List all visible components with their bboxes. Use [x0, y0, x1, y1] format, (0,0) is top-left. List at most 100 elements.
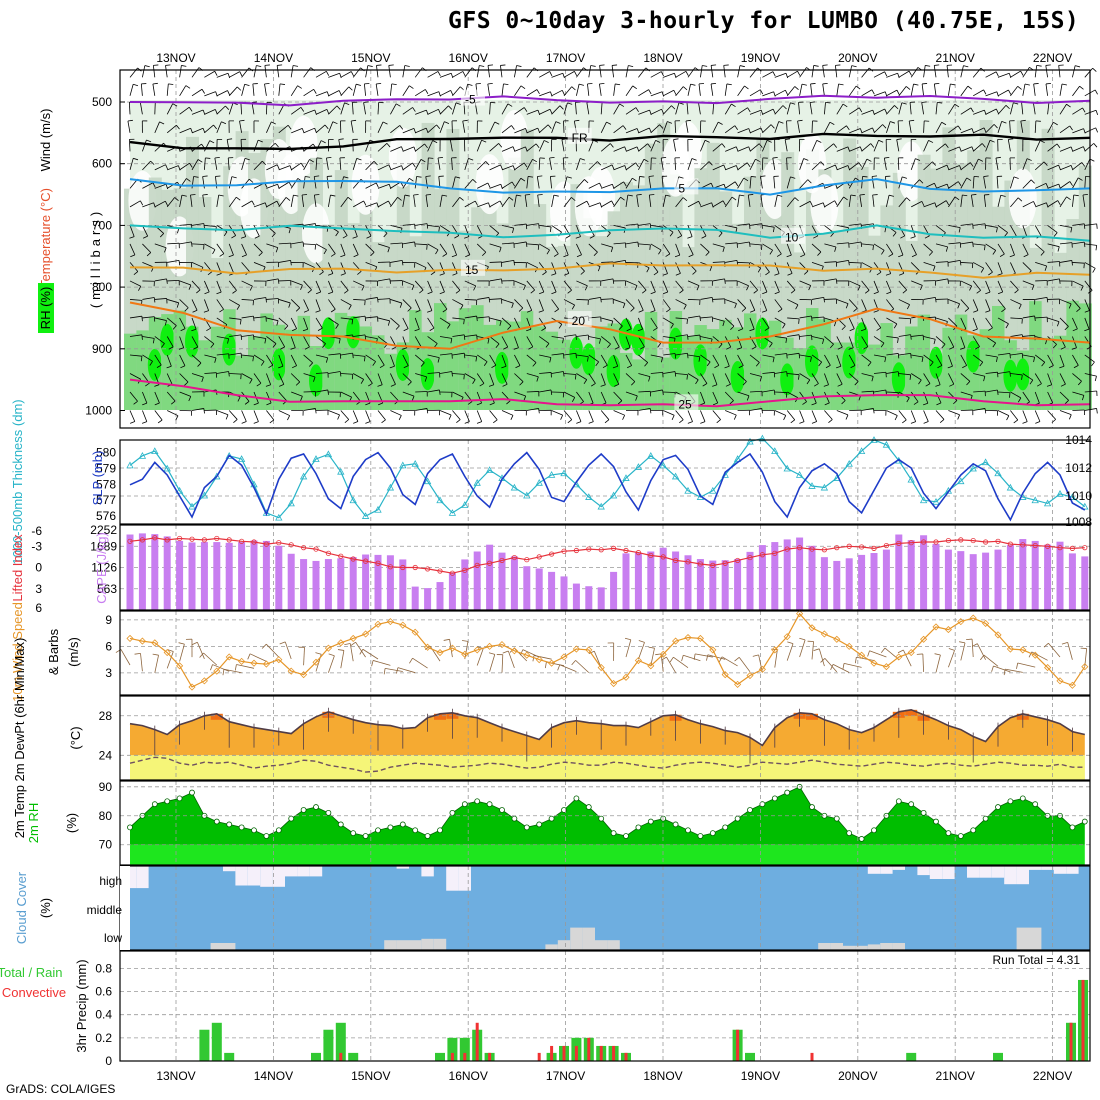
wind-barb: [662, 317, 674, 325]
wind-barb: [328, 371, 341, 374]
wind-barb: [786, 243, 792, 256]
wind-barb: [923, 140, 929, 152]
wind-barb: [576, 354, 589, 358]
wind-barb-flag: [186, 178, 191, 182]
wind-barb: [737, 223, 750, 226]
wind-barb: [1084, 67, 1093, 78]
li-point: [598, 547, 604, 553]
rh-blob-bright: [780, 363, 795, 396]
wind-barb: [762, 243, 773, 251]
wind-barb: [983, 176, 986, 189]
wind-barb: [712, 243, 725, 248]
wind-barb-flag: [906, 197, 911, 202]
wind-barb: [427, 71, 439, 78]
wind10-barb: [464, 641, 469, 660]
wind10-barb: [385, 667, 403, 672]
li-point: [350, 556, 356, 562]
wind-barb: [352, 158, 358, 170]
wind-barb-flag: [387, 320, 391, 326]
cape-bar: [969, 554, 977, 610]
wind-barb: [191, 109, 204, 115]
wind-speed-point: [163, 648, 171, 657]
wind-barb-flag: [706, 361, 711, 367]
wind-speed-point: [300, 671, 308, 679]
wind-barb-flag: [675, 273, 681, 276]
rh2m-tick-label: 70: [99, 838, 113, 852]
wind-barb-flag: [647, 143, 652, 148]
wind-barb-flag: [507, 103, 513, 107]
wind-barb: [204, 109, 216, 115]
wind-barb: [451, 157, 453, 170]
wind-barb-flag: [902, 289, 907, 294]
wind-barb-flag: [499, 320, 502, 326]
wind-barb-flag: [571, 304, 575, 310]
wind-barb: [588, 373, 596, 384]
cloud-low-bar: [210, 943, 223, 950]
cloud-low-bar: [396, 940, 409, 950]
wind-barb: [464, 410, 470, 422]
wind10-barb-flag: [488, 652, 495, 655]
wind-barb: [613, 391, 623, 401]
wind-barb: [1047, 164, 1059, 171]
wind-barb-flag: [193, 346, 198, 350]
wind-barb: [537, 194, 540, 207]
wind-speed-point: [585, 646, 593, 654]
wind-barb: [662, 243, 671, 255]
wind-barb-flag: [562, 338, 564, 344]
wind-barb: [724, 373, 731, 385]
li-point: [139, 537, 145, 543]
wind-barb: [179, 336, 185, 348]
wind-barb-flag: [584, 285, 588, 291]
wind10-barb-flag: [461, 640, 469, 642]
wind-barb: [328, 243, 336, 254]
wind-barb: [377, 143, 388, 152]
wind-barb-flag: [910, 334, 912, 340]
wind-barb: [179, 223, 192, 226]
wind-barb: [452, 352, 465, 356]
wind-barb: [737, 241, 750, 245]
wind-barb-flag: [395, 325, 400, 330]
cloud-low-bar: [595, 940, 608, 950]
wind-barb: [352, 84, 357, 96]
precip-conv-bar: [463, 1052, 467, 1061]
wind-barb: [1007, 139, 1011, 152]
wind-barb-flag: [268, 364, 274, 369]
wind-speed-point: [969, 614, 977, 622]
wind-barb: [415, 373, 427, 378]
wind-barb: [762, 140, 768, 152]
wind-barb-flag: [525, 194, 531, 196]
wind-barb-flag: [1008, 138, 1014, 140]
wind-barb: [166, 317, 177, 326]
wind-barb-flag: [391, 346, 397, 350]
li-point: [214, 535, 220, 542]
wind-barb: [972, 317, 978, 330]
rh2m-point: [399, 821, 406, 828]
li-point: [672, 557, 679, 564]
wind-barb: [749, 109, 762, 115]
wind-barb: [861, 354, 872, 363]
wind-barb: [549, 157, 552, 170]
wind10-barb: [154, 655, 159, 673]
wind-barb: [414, 354, 425, 364]
wind-speed-point: [535, 656, 543, 664]
wind-barb: [539, 91, 551, 97]
wind-barb: [303, 159, 310, 171]
wind-barb-flag: [772, 227, 775, 233]
rh2m-point: [486, 801, 493, 808]
rh-column-green: [706, 329, 720, 410]
wind-barb: [960, 391, 973, 396]
wind-barb: [526, 408, 539, 411]
wind-barb-flag: [322, 343, 326, 348]
wind-barb: [985, 243, 996, 251]
wind-barb-flag: [1092, 268, 1096, 273]
wind-barb-flag: [407, 381, 412, 386]
cape-tick-label: 1689: [90, 539, 117, 553]
wind-barb-flag: [218, 194, 224, 197]
wind-barb-flag: [910, 421, 916, 424]
cape-bar: [486, 544, 494, 610]
wind-barb-flag: [724, 365, 730, 369]
wind-barb-flag: [498, 143, 503, 148]
wind-barb: [363, 102, 366, 115]
cape-bar: [808, 545, 816, 610]
